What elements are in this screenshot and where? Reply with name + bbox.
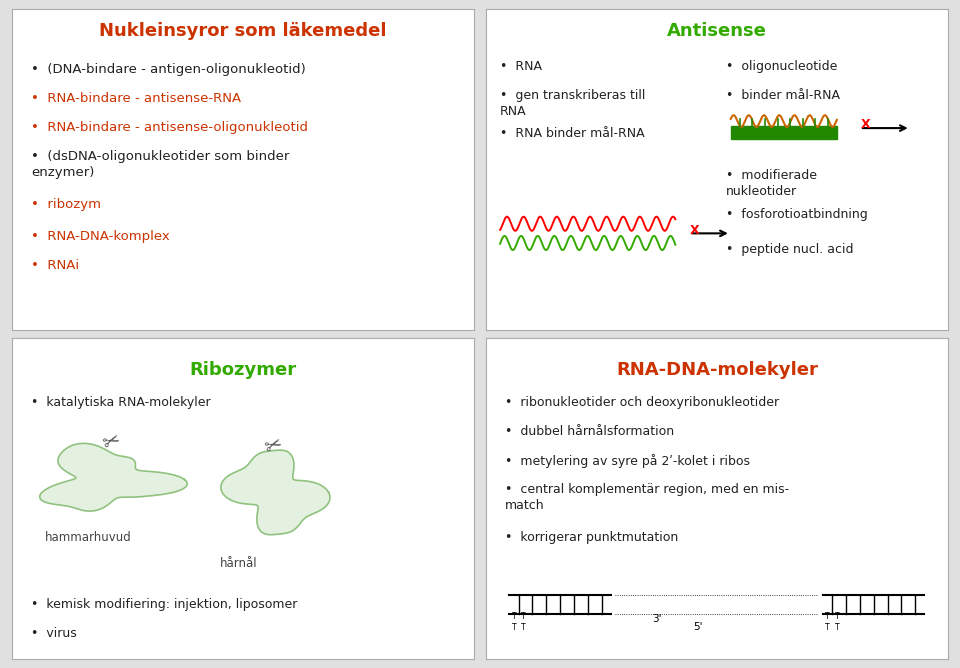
- Text: •  binder mål-RNA: • binder mål-RNA: [726, 89, 840, 102]
- Text: Nukleinsyror som läkemedel: Nukleinsyror som läkemedel: [100, 21, 387, 39]
- Text: X: X: [860, 118, 870, 132]
- Text: 3': 3': [652, 615, 661, 625]
- Text: •  ribozym: • ribozym: [31, 198, 101, 211]
- Text: hårnål: hårnål: [220, 556, 257, 570]
- Text: RNA-DNA-molekyler: RNA-DNA-molekyler: [616, 361, 818, 379]
- Text: T: T: [834, 623, 839, 633]
- Text: hammarhuvud: hammarhuvud: [45, 531, 132, 544]
- Text: T: T: [521, 612, 525, 621]
- Text: ✂: ✂: [100, 430, 123, 455]
- Text: •  (DNA-bindare - antigen-oligonukleotid): • (DNA-bindare - antigen-oligonukleotid): [31, 63, 305, 76]
- Text: •  oligonucleotide: • oligonucleotide: [726, 60, 837, 73]
- Text: T: T: [521, 623, 525, 633]
- Text: •  RNA-bindare - antisense-RNA: • RNA-bindare - antisense-RNA: [31, 92, 241, 105]
- Text: •  RNA binder mål-RNA: • RNA binder mål-RNA: [500, 128, 645, 140]
- Text: T: T: [826, 612, 829, 621]
- Text: •  korrigerar punktmutation: • korrigerar punktmutation: [505, 531, 678, 544]
- Text: •  peptide nucl. acid: • peptide nucl. acid: [726, 243, 853, 256]
- Bar: [731, 126, 837, 139]
- Text: •  RNA-bindare - antisense-oligonukleotid: • RNA-bindare - antisense-oligonukleotid: [31, 121, 308, 134]
- Text: 5': 5': [694, 623, 703, 633]
- Text: •  gen transkriberas till
RNA: • gen transkriberas till RNA: [500, 89, 645, 118]
- Text: Antisense: Antisense: [667, 21, 767, 39]
- Text: •  RNAi: • RNAi: [31, 259, 79, 272]
- Text: •  (dsDNA-oligonukleotider som binder
enzymer): • (dsDNA-oligonukleotider som binder enz…: [31, 150, 289, 179]
- Polygon shape: [221, 450, 330, 534]
- Text: •  RNA-DNA-komplex: • RNA-DNA-komplex: [31, 230, 170, 243]
- Text: •  fosforotioatbindning: • fosforotioatbindning: [726, 208, 868, 220]
- Polygon shape: [39, 444, 187, 511]
- Text: ✂: ✂: [261, 434, 285, 458]
- Text: T: T: [826, 623, 829, 633]
- Text: •  virus: • virus: [31, 627, 77, 640]
- Text: •  modifierade
nukleotider: • modifierade nukleotider: [726, 169, 817, 198]
- Text: •  RNA: • RNA: [500, 60, 542, 73]
- Text: •  dubbel hårnålsformation: • dubbel hårnålsformation: [505, 425, 674, 438]
- Text: •  ribonukleotider och deoxyribonukleotider: • ribonukleotider och deoxyribonukleotid…: [505, 396, 779, 409]
- Text: •  katalytiska RNA-molekyler: • katalytiska RNA-molekyler: [31, 396, 210, 409]
- Text: T: T: [834, 612, 839, 621]
- Text: •  kemisk modifiering: injektion, liposomer: • kemisk modifiering: injektion, liposom…: [31, 599, 298, 611]
- Text: T: T: [512, 612, 516, 621]
- Text: •  central komplementär region, med en mis-
match: • central komplementär region, med en mi…: [505, 483, 789, 512]
- Text: Ribozymer: Ribozymer: [189, 361, 297, 379]
- Text: •  metylering av syre på 2ʹ-kolet i ribos: • metylering av syre på 2ʹ-kolet i ribos: [505, 454, 750, 468]
- Text: X: X: [690, 224, 700, 236]
- Text: T: T: [512, 623, 516, 633]
